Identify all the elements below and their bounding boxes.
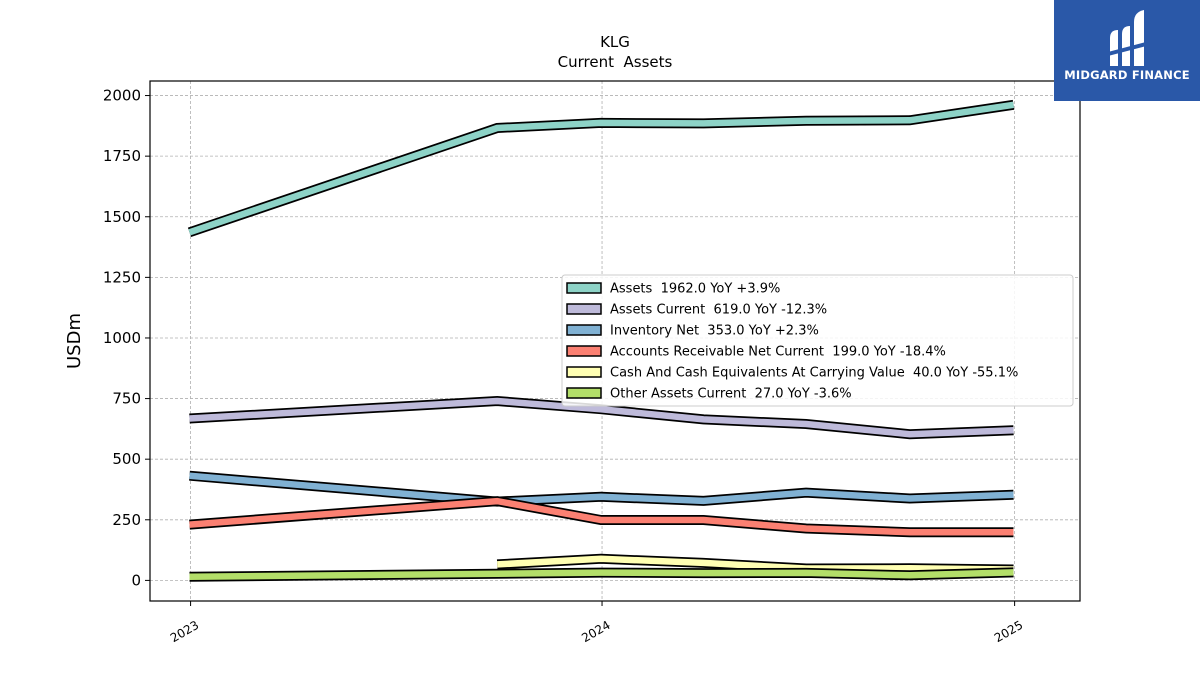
legend: Assets 1962.0 YoY +3.9% Assets Current 61… (561, 274, 1074, 407)
y-tick-label: 1750 (103, 147, 141, 165)
y-tick-label: 2000 (103, 87, 141, 105)
legend-label: Inventory Net 353.0 YoY +2.3% (610, 324, 819, 339)
legend-label: Cash And Cash Equivalents At Carrying Va… (610, 366, 1018, 381)
y-tick-label: 250 (112, 511, 141, 529)
y-tick-label: 750 (112, 390, 141, 408)
series-line (188, 101, 1014, 236)
brand-logo: MIDGARD FINANCE (1054, 0, 1200, 101)
series-layer (187, 99, 1015, 582)
legend-label: Accounts Receivable Net Current 199.0 Yo… (610, 345, 946, 360)
y-axis: 0 250 500 750 1000 1250 1500 1750 2000 (103, 87, 150, 589)
legend-swatch (566, 324, 602, 336)
x-axis: 2023 2024 2025 (168, 601, 1025, 645)
series-line (189, 472, 1014, 505)
y-tick-label: 1500 (103, 208, 141, 226)
y-tick-label: 1000 (103, 329, 141, 347)
chart-subtitle: Current Assets (558, 53, 673, 71)
legend-label: Other Assets Current 27.0 YoY -3.6% (610, 387, 852, 402)
series-3 (189, 470, 1014, 507)
series-6 (189, 567, 1014, 582)
plot-frame (149, 80, 1081, 602)
legend-swatch (566, 282, 602, 294)
x-tick-label: 2023 (168, 618, 201, 645)
legend-label: Assets Current 619.0 YoY -12.3% (610, 303, 827, 318)
legend-swatch (566, 387, 602, 399)
series-line (189, 397, 1014, 438)
legend-swatch (566, 366, 602, 378)
y-tick-label: 500 (112, 450, 141, 468)
series-2 (189, 395, 1014, 440)
y-axis-label: USDm (64, 313, 85, 369)
series-line (189, 497, 1014, 536)
legend-swatch (566, 345, 602, 357)
series-1 (187, 99, 1015, 238)
legend-label: Assets 1962.0 YoY +3.9% (610, 282, 780, 297)
legend-box (561, 274, 1074, 407)
legend-swatch (566, 303, 602, 315)
x-tick-label: 2024 (579, 618, 612, 645)
series-line (497, 555, 1014, 573)
series-4 (189, 496, 1014, 538)
x-tick-label: 2025 (992, 618, 1025, 645)
series-5 (496, 553, 1014, 575)
logo-text: MIDGARD FINANCE (1064, 68, 1190, 82)
chart-title: KLG (600, 33, 630, 51)
series-line (189, 569, 1014, 581)
y-tick-label: 0 (131, 571, 141, 589)
y-tick-label: 1250 (103, 268, 141, 286)
midgard-logo-icon (1107, 10, 1147, 66)
